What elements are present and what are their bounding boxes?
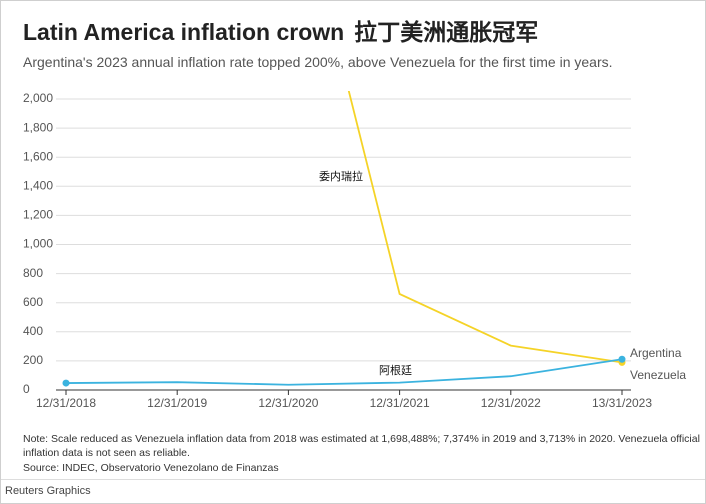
chart-title-cn: 拉丁美洲通胀冠军 xyxy=(354,19,539,46)
start-marker xyxy=(62,379,70,387)
x-tick-label: 12/31/2022 xyxy=(481,396,541,410)
y-tick-label: 0 xyxy=(23,382,30,396)
note: Note: Scale reduced as Venezuela inflati… xyxy=(23,433,700,459)
series-line xyxy=(65,358,623,386)
subtitle: Argentina's 2023 annual inflation rate t… xyxy=(23,54,613,70)
y-tick-label: 1,800 xyxy=(23,120,53,134)
annotation: 阿根廷 xyxy=(379,363,412,377)
series-label: Argentina xyxy=(630,346,682,360)
annotation: 委内瑞拉 xyxy=(319,169,363,183)
y-tick-label: 200 xyxy=(23,353,43,367)
source: Source: INDEC, Observatorio Venezolano d… xyxy=(23,462,279,474)
y-tick-label: 1,400 xyxy=(23,178,53,192)
x-tick-label: 12/31/2020 xyxy=(258,396,318,410)
y-tick-label: 600 xyxy=(23,295,43,309)
y-tick-label: 1,000 xyxy=(23,237,53,251)
x-tick-label: 12/31/2019 xyxy=(147,396,207,410)
footer: Reuters Graphics xyxy=(1,479,705,497)
title-block: Latin America inflation crown 拉丁美洲通胀冠军 xyxy=(23,13,538,47)
x-tick-label: 12/31/2018 xyxy=(36,396,96,410)
y-tick-label: 1,200 xyxy=(23,208,53,222)
chart: 0 200 400 600 800 1,000 1,200 1,400 1,600 1,800 2,… xyxy=(23,91,686,410)
series-label: Venezuela xyxy=(630,368,686,382)
series-line xyxy=(347,91,623,364)
y-tick-label: 2,000 xyxy=(23,91,53,105)
y-tick-label: 800 xyxy=(23,266,43,280)
y-tick-label: 1,600 xyxy=(23,149,53,163)
plot-area xyxy=(65,91,623,386)
chart-title: Latin America inflation crown xyxy=(23,19,345,45)
x-tick-label: 13/31/2023 xyxy=(592,396,652,410)
y-tick-label: 400 xyxy=(23,324,43,338)
end-marker xyxy=(618,355,626,363)
x-tick-label: 12/31/2021 xyxy=(370,396,430,410)
